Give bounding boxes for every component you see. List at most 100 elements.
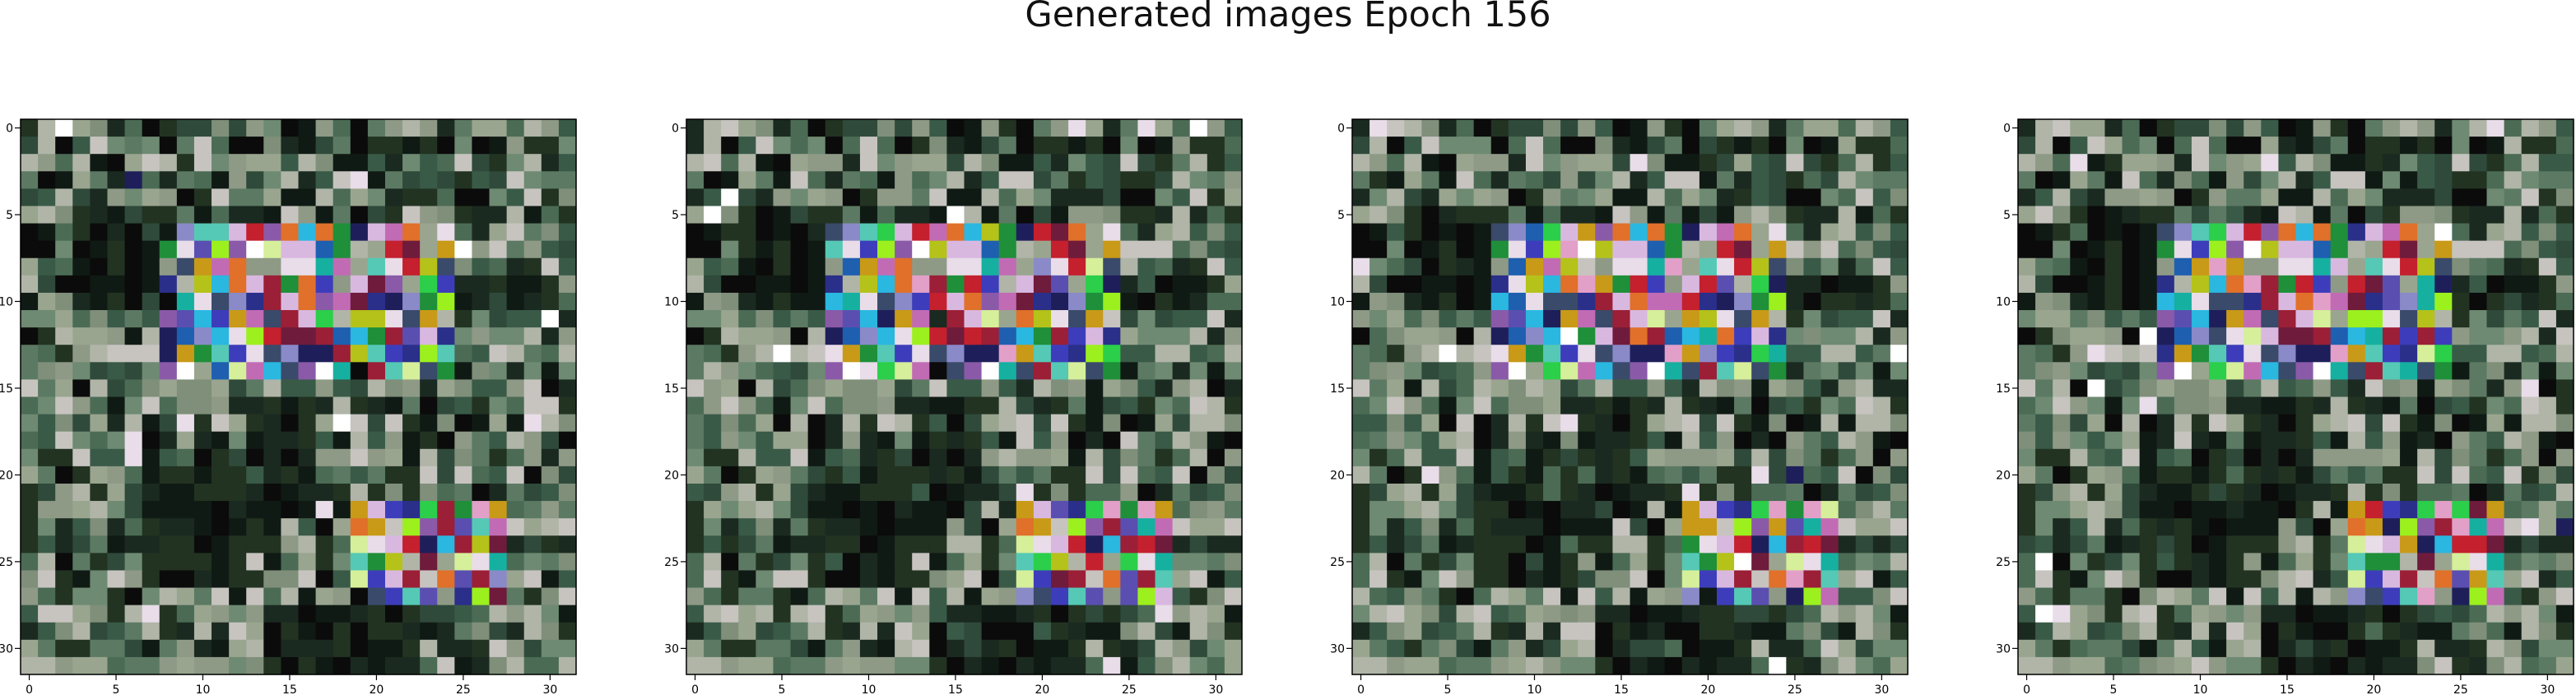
pixel-cell (2538, 240, 2557, 259)
pixel-cell (1786, 431, 1805, 450)
pixel-cell (506, 518, 525, 536)
pixel-cell (523, 310, 542, 328)
pixel-cell (1630, 171, 1648, 189)
pixel-cell (2434, 206, 2453, 225)
pixel-cell (1838, 466, 1857, 484)
pixel-cell (964, 206, 983, 225)
pixel-cell (1508, 501, 1527, 519)
pixel-cell (912, 414, 930, 433)
pixel-cell (472, 257, 491, 276)
pixel-cell (912, 362, 930, 380)
y-tick-label: 30 (664, 642, 679, 656)
pixel-cell (1137, 431, 1156, 450)
pixel-cell (1630, 292, 1648, 311)
pixel-cell (2053, 327, 2071, 345)
pixel-cell (2244, 448, 2262, 467)
pixel-cell (1872, 535, 1891, 554)
pixel-cell (859, 345, 878, 363)
pixel-cell (1387, 240, 1405, 259)
pixel-cell (2122, 362, 2141, 380)
pixel-cell (472, 622, 491, 641)
pixel-cell (246, 448, 264, 467)
pixel-cell (1630, 656, 1648, 675)
pixel-cell (90, 553, 109, 572)
pixel-cell (1016, 501, 1035, 519)
pixel-cell (1647, 518, 1666, 536)
pixel-cell (704, 639, 722, 658)
pixel-cell (929, 622, 947, 641)
pixel-cell (1172, 448, 1191, 467)
pixel-cell (1050, 448, 1069, 467)
pixel-cell (721, 656, 739, 675)
pixel-cell (1016, 483, 1035, 502)
pixel-cell (1699, 292, 1718, 311)
pixel-cell (1490, 119, 1509, 137)
pixel-cell (1172, 570, 1191, 589)
pixel-cell (895, 553, 913, 572)
pixel-cell (1387, 448, 1405, 467)
pixel-cell (1120, 310, 1139, 328)
pixel-cell (472, 223, 491, 242)
pixel-cell (1872, 656, 1891, 675)
pixel-cell (929, 310, 947, 328)
pixel-cell (686, 501, 704, 519)
pixel-cell (1699, 396, 1718, 415)
pixel-cell (1525, 154, 1544, 172)
pixel-cell (1387, 414, 1405, 433)
pixel-cell (212, 223, 230, 242)
pixel-cell (315, 535, 334, 554)
pixel-cell (263, 553, 281, 572)
pixel-cell (981, 535, 1000, 554)
pixel-cell (472, 656, 491, 675)
pixel-cell (1137, 414, 1156, 433)
pixel-cell (212, 362, 230, 380)
pixel-cell (721, 587, 739, 606)
pixel-cell (981, 292, 1000, 311)
pixel-cell (402, 223, 421, 242)
pixel-cell (1155, 501, 1174, 519)
pixel-cell (2174, 240, 2192, 259)
pixel-cell (523, 587, 542, 606)
pixel-cell (384, 483, 403, 502)
pixel-cell (686, 257, 704, 276)
pixel-cell (523, 553, 542, 572)
pixel-cell (1630, 622, 1648, 641)
pixel-cell (2278, 240, 2297, 259)
pixel-cell (454, 257, 473, 276)
pixel-cell (2295, 570, 2314, 589)
pixel-cell (2244, 292, 2262, 311)
y-tick-label: 15 (664, 382, 679, 396)
y-tick-label: 0 (672, 123, 679, 136)
pixel-cell (704, 553, 722, 572)
pixel-cell (1068, 639, 1086, 658)
pixel-cell (420, 518, 438, 536)
pixel-cell (2417, 240, 2435, 259)
pixel-cell (263, 362, 281, 380)
pixel-cell (721, 553, 739, 572)
pixel-cell (1681, 206, 1700, 225)
pixel-cell (2191, 362, 2210, 380)
pixel-cell (2400, 656, 2418, 675)
pixel-cell (2295, 206, 2314, 225)
pixel-cell (1068, 223, 1086, 242)
pixel-cell (1155, 639, 1174, 658)
pixel-cell (686, 466, 704, 484)
pixel-cell (1612, 137, 1631, 155)
pixel-cell (721, 171, 739, 189)
pixel-cell (1543, 518, 1561, 536)
pixel-cell (2382, 448, 2401, 467)
pixel-cell (1490, 275, 1509, 294)
pixel-cell (842, 466, 861, 484)
pixel-cell (2295, 396, 2314, 415)
pixel-cell (946, 188, 965, 207)
pixel-cell (2538, 257, 2557, 276)
pixel-cell (298, 292, 317, 311)
pixel-cell (350, 501, 369, 519)
pixel-cell (2347, 223, 2366, 242)
pixel-cell (946, 639, 965, 658)
pixel-cell (2191, 518, 2210, 536)
pixel-cell (506, 206, 525, 225)
pixel-cell (2122, 570, 2141, 589)
pixel-cell (1172, 206, 1191, 225)
pixel-cell (773, 257, 792, 276)
